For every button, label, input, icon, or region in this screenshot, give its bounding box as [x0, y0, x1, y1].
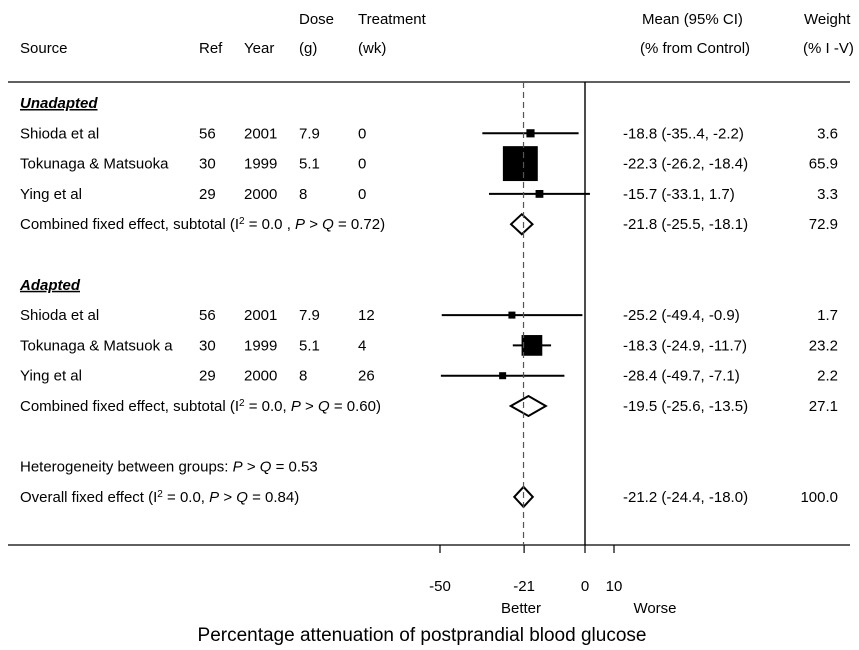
cell-dose: 8 — [299, 186, 307, 203]
cell-mean-ci: -21.8 (-25.5, -18.1) — [623, 216, 748, 233]
table-row: Shioda et al 56 2001 7.9 0 -18.8 (-35..4, -2.… — [20, 125, 838, 142]
point-estimate-square — [521, 335, 543, 356]
cell-mean-ci: -19.5 (-25.6, -13.5) — [623, 398, 748, 415]
forest-rows: Unadapted Shioda et al 56 2001 7.9 0 -18.8 (-3… — [19, 95, 838, 506]
header-dose-bottom: (g) — [299, 40, 317, 57]
cell-year: 2001 — [244, 307, 277, 324]
point-estimate-square — [499, 372, 507, 380]
pooled-label: Combined fixed effect, subtotal (I2 = 0.… — [20, 216, 385, 234]
cell-treatment: 0 — [358, 156, 366, 173]
cell-dose: 5.1 — [299, 156, 320, 173]
cell-source: Ying et al — [20, 368, 82, 385]
cell-mean-ci: -28.4 (-49.7, -7.1) — [623, 368, 740, 385]
table-row: Shioda et al 56 2001 7.9 12 -25.2 (-49.4, -0.… — [20, 307, 838, 324]
cell-ref: 29 — [199, 368, 216, 385]
cell-weight: 2.2 — [817, 368, 838, 385]
cell-source: Ying et al — [20, 186, 82, 203]
cell-dose: 8 — [299, 368, 307, 385]
direction-label-better: Better — [501, 600, 541, 617]
table-row: Tokunaga & Matsuoka 30 1999 5.1 0 -22.3 (-26.… — [20, 156, 838, 173]
cell-mean-ci: -18.3 (-24.9, -11.7) — [623, 337, 747, 354]
pooled-label: Overall fixed effect (I2 = 0.0, P > Q = … — [20, 488, 299, 506]
cell-source: Shioda et al — [20, 125, 99, 142]
group-heading: Unadapted — [20, 95, 98, 112]
point-estimate-square — [502, 146, 538, 182]
header-year: Year — [244, 40, 274, 57]
cell-source: Tokunaga & Matsuok a — [20, 337, 173, 354]
cell-year: 2000 — [244, 368, 277, 385]
cell-year: 1999 — [244, 337, 277, 354]
point-estimate-square — [508, 311, 516, 319]
x-tick-label: -50 — [429, 578, 451, 595]
cell-weight: 1.7 — [817, 307, 838, 324]
cell-weight: 72.9 — [809, 216, 838, 233]
header-dose-top: Dose — [299, 11, 334, 28]
header-source: Source — [20, 40, 68, 57]
cell-weight: 23.2 — [809, 337, 838, 354]
x-tick-label: -21 — [513, 578, 535, 595]
header-treatment-top: Treatment — [358, 11, 427, 28]
cell-mean-ci: -18.8 (-35..4, -2.2) — [623, 125, 744, 142]
cell-treatment: 0 — [358, 186, 366, 203]
header-mean-top: Mean (95% CI) — [642, 11, 743, 28]
header-treatment-bottom: (wk) — [358, 40, 386, 57]
cell-treatment: 26 — [358, 368, 375, 385]
cell-year: 2001 — [244, 125, 277, 142]
cell-weight: 65.9 — [809, 156, 838, 173]
pooled-label: Combined fixed effect, subtotal (I2 = 0.… — [20, 398, 381, 416]
x-axis: -50 -21 0 10 — [429, 545, 622, 595]
heterogeneity-note: Heterogeneity between groups: P > Q = 0.… — [20, 459, 318, 476]
table-row: Tokunaga & Matsuok a 30 1999 5.1 4 -18.3 (-24… — [20, 337, 838, 354]
x-tick-label: 0 — [581, 578, 589, 595]
cell-mean-ci: -21.2 (-24.4, -18.0) — [623, 489, 748, 506]
cell-dose: 7.9 — [299, 125, 320, 142]
cell-mean-ci: -15.7 (-33.1, 1.7) — [623, 186, 735, 203]
cell-treatment: 4 — [358, 337, 366, 354]
pooled-diamond — [509, 212, 534, 236]
header-weight-top: Weight — [804, 11, 851, 28]
cell-ref: 56 — [199, 307, 216, 324]
point-estimate-square — [526, 129, 535, 138]
cell-weight: 3.3 — [817, 186, 838, 203]
table-row: Ying et al 29 2000 8 26 -28.4 (-49.7, -7.1) 2.… — [20, 368, 838, 385]
pooled-row: Combined fixed effect, subtotal (I2 = 0.… — [20, 216, 838, 234]
pooled-diamond — [508, 394, 548, 418]
pooled-row: Overall fixed effect (I2 = 0.0, P > Q = … — [20, 488, 838, 506]
cell-ref: 56 — [199, 125, 216, 142]
cell-source: Shioda et al — [20, 307, 99, 324]
x-axis-label: Percentage attenuation of postprandial b… — [198, 625, 647, 646]
cell-year: 1999 — [244, 156, 277, 173]
table-row: Ying et al 29 2000 8 0 -15.7 (-33.1, 1.7) 3.3 — [20, 186, 838, 203]
cell-treatment: 0 — [358, 125, 366, 142]
point-estimate-square — [535, 189, 544, 198]
header-weight-bottom: (% I -V) — [803, 40, 854, 57]
direction-label-worse: Worse — [633, 600, 676, 617]
cell-mean-ci: -25.2 (-49.4, -0.9) — [623, 307, 740, 324]
cell-source: Tokunaga & Matsuoka — [20, 156, 169, 173]
cell-ref: 30 — [199, 156, 216, 173]
column-headers: Dose Treatment Mean (95% CI) Weight Sour… — [20, 11, 854, 57]
cell-treatment: 12 — [358, 307, 375, 324]
x-tick-label: 10 — [606, 578, 623, 595]
cell-weight: 3.6 — [817, 125, 838, 142]
cell-ref: 30 — [199, 337, 216, 354]
cell-weight: 27.1 — [809, 398, 838, 415]
group-heading: Adapted — [19, 277, 81, 294]
cell-ref: 29 — [199, 186, 216, 203]
cell-year: 2000 — [244, 186, 277, 203]
cell-mean-ci: -22.3 (-26.2, -18.4) — [623, 156, 748, 173]
pooled-row: Combined fixed effect, subtotal (I2 = 0.… — [20, 398, 838, 416]
plot-area — [440, 82, 590, 545]
header-ref: Ref — [199, 40, 223, 57]
cell-dose: 5.1 — [299, 337, 320, 354]
header-mean-bottom: (% from Control) — [640, 40, 750, 57]
cell-weight: 100.0 — [800, 489, 838, 506]
cell-dose: 7.9 — [299, 307, 320, 324]
